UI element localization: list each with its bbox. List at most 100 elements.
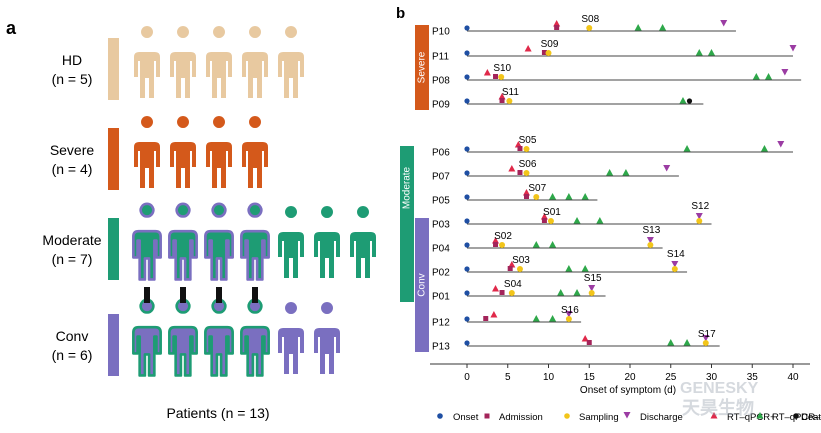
person-icon bbox=[314, 302, 340, 374]
onset-marker bbox=[464, 98, 470, 104]
x-axis: 0 5 10 15 20 25 30 35 40 bbox=[430, 363, 810, 383]
person-icon bbox=[206, 116, 232, 189]
watermark-en: GENESKY bbox=[680, 380, 759, 397]
admission-marker bbox=[483, 316, 489, 321]
rt-qpcr-negative-marker bbox=[659, 24, 667, 31]
person-icon bbox=[204, 298, 234, 377]
onset-marker bbox=[464, 242, 470, 248]
person-icon bbox=[242, 26, 268, 99]
admission-marker bbox=[507, 266, 513, 271]
timeline-row-P10: P10 S08 bbox=[432, 14, 736, 38]
rt-qpcr-positive-marker bbox=[581, 335, 589, 342]
legend-label: Discharge bbox=[640, 412, 683, 423]
rt-qpcr-positive-marker bbox=[553, 20, 561, 27]
group-n-2: (n = 7) bbox=[52, 251, 93, 267]
sample-label: S17 bbox=[698, 329, 716, 340]
admission-marker bbox=[517, 146, 523, 151]
rt-qpcr-negative-marker bbox=[634, 24, 642, 31]
sampling-marker bbox=[508, 290, 515, 296]
sampling-marker bbox=[702, 340, 709, 346]
sample-label: S01 bbox=[543, 207, 561, 218]
rt-qpcr-negative-marker bbox=[581, 265, 589, 272]
sampling-marker bbox=[545, 50, 552, 56]
legend-marker bbox=[564, 413, 570, 419]
patient-id: P02 bbox=[432, 268, 450, 279]
death-marker bbox=[686, 98, 693, 104]
rt-qpcr-negative-marker bbox=[679, 97, 687, 104]
patient-id: P13 bbox=[432, 342, 450, 353]
link-bar bbox=[252, 287, 258, 303]
rt-qpcr-negative-marker bbox=[557, 289, 565, 296]
person-icon bbox=[240, 202, 270, 281]
rt-qpcr-positive-marker bbox=[492, 285, 500, 292]
sampling-marker bbox=[671, 266, 678, 272]
x-tick-label: 10 bbox=[543, 372, 555, 383]
timeline-row-P07: P07 S06 bbox=[432, 159, 679, 183]
group-bar-label: Conv bbox=[417, 273, 428, 296]
sample-label: S04 bbox=[504, 279, 522, 290]
onset-marker bbox=[464, 340, 470, 346]
rt-qpcr-positive-marker bbox=[514, 141, 522, 148]
onset-marker bbox=[464, 74, 470, 80]
person-icon bbox=[204, 202, 234, 281]
sample-label: S10 bbox=[493, 63, 511, 74]
sample-label: S15 bbox=[584, 273, 602, 284]
rt-qpcr-positive-marker bbox=[540, 213, 548, 220]
admission-marker bbox=[541, 218, 547, 223]
patient-id: P12 bbox=[432, 318, 450, 329]
rt-qpcr-positive-marker bbox=[483, 69, 491, 76]
rt-qpcr-negative-marker bbox=[765, 73, 773, 80]
patient-id: P06 bbox=[432, 148, 450, 159]
x-tick-label: 35 bbox=[747, 372, 759, 383]
timeline-rows: P10 S08 P11 S09 P08 S10 P09 S11 P06 S05 P07 S06 P05 S… bbox=[432, 14, 802, 353]
rt-qpcr-positive-marker bbox=[508, 261, 516, 268]
rt-qpcr-positive-marker bbox=[522, 189, 530, 196]
sample-label: S14 bbox=[667, 249, 685, 260]
sample-label: S12 bbox=[691, 201, 709, 212]
x-tick-label: 5 bbox=[505, 372, 511, 383]
person-icon bbox=[168, 202, 198, 281]
rt-qpcr-negative-marker bbox=[565, 265, 573, 272]
group-bar-1 bbox=[108, 128, 119, 190]
rt-qpcr-negative-marker bbox=[683, 339, 691, 346]
sampling-marker bbox=[565, 316, 572, 322]
group-n-3: (n = 6) bbox=[52, 347, 93, 363]
group-bar-severe bbox=[415, 25, 429, 110]
sampling-marker bbox=[506, 98, 513, 104]
person-icon bbox=[132, 298, 162, 377]
person-icon bbox=[314, 206, 340, 278]
sample-label: S07 bbox=[528, 183, 546, 194]
person-icon bbox=[132, 202, 162, 281]
x-axis-label: Onset of symptom (d) bbox=[580, 385, 676, 396]
sampling-marker bbox=[523, 146, 530, 152]
rt-qpcr-negative-marker bbox=[752, 73, 760, 80]
admission-marker bbox=[554, 25, 560, 30]
timeline-row-P08: P08 S10 bbox=[432, 63, 802, 87]
sampling-marker bbox=[588, 290, 595, 296]
timeline-row-P02: P02 S03 S14 bbox=[432, 249, 688, 279]
group-bar-3 bbox=[108, 314, 119, 376]
admission-marker bbox=[499, 290, 505, 295]
panel-a: a HD (n = 5) Severe (n = 4) Moderate (n = 7) C… bbox=[6, 18, 376, 421]
sampling-marker bbox=[586, 25, 593, 31]
timeline-row-P13: P13 S17 bbox=[432, 329, 720, 353]
group-n-0: (n = 5) bbox=[52, 71, 93, 87]
person-icon bbox=[242, 116, 268, 189]
group-rows: HD (n = 5) Severe (n = 4) Moderate (n = 7) Con… bbox=[42, 26, 376, 377]
rt-qpcr-positive-marker bbox=[492, 237, 500, 244]
group-bar-0 bbox=[108, 38, 119, 100]
admission-marker bbox=[499, 98, 505, 103]
onset-marker bbox=[464, 146, 470, 152]
legend-marker bbox=[623, 412, 631, 419]
group-bar-moderate bbox=[400, 146, 414, 302]
admission-marker bbox=[541, 50, 547, 55]
discharge-marker bbox=[720, 20, 728, 27]
x-tick-label: 15 bbox=[584, 372, 596, 383]
x-tick-label: 40 bbox=[787, 372, 799, 383]
legend-label: RT–qPCR+ bbox=[727, 412, 776, 423]
admission-marker bbox=[517, 170, 523, 175]
admission-marker bbox=[493, 74, 499, 79]
rt-qpcr-negative-marker bbox=[549, 241, 557, 248]
group-bar-2 bbox=[108, 218, 119, 280]
